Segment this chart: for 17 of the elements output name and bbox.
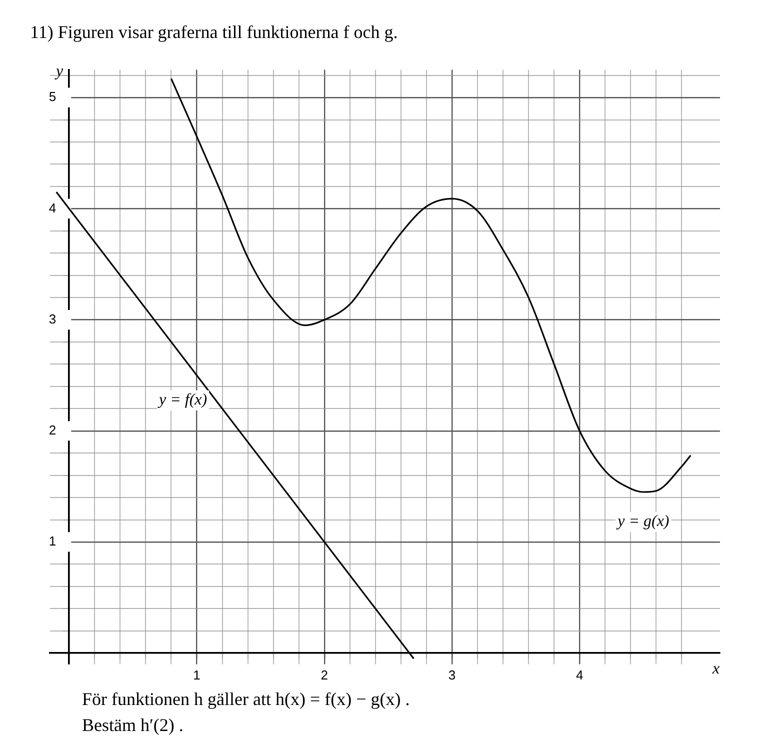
y-tick-label: 1 [48,534,70,549]
x-tick-label: 3 [448,667,456,682]
y-tick-label: 3 [48,311,70,326]
x-tick-label: 1 [193,667,200,682]
x-tick-label: 2 [320,667,328,682]
x-axis-title: x [711,660,720,678]
line-series [170,78,692,493]
y-axis-title: y [54,63,64,80]
chart-title: 11) Figuren visar graferna till funktionerna f och g. [30,22,398,43]
y-tick-label: 2 [48,422,70,438]
series-label: y = g(x) [616,513,670,530]
y-tick-label: 4 [48,200,70,216]
y-tick-label: 5 [48,89,70,104]
x-tick-label: 4 [576,667,584,682]
text: Bestäm h′(2) . [82,714,184,737]
series-label: y = f(x) [156,392,208,409]
text: För funktionen h gäller att h(x) = f(x) − g(x) . [82,688,410,711]
